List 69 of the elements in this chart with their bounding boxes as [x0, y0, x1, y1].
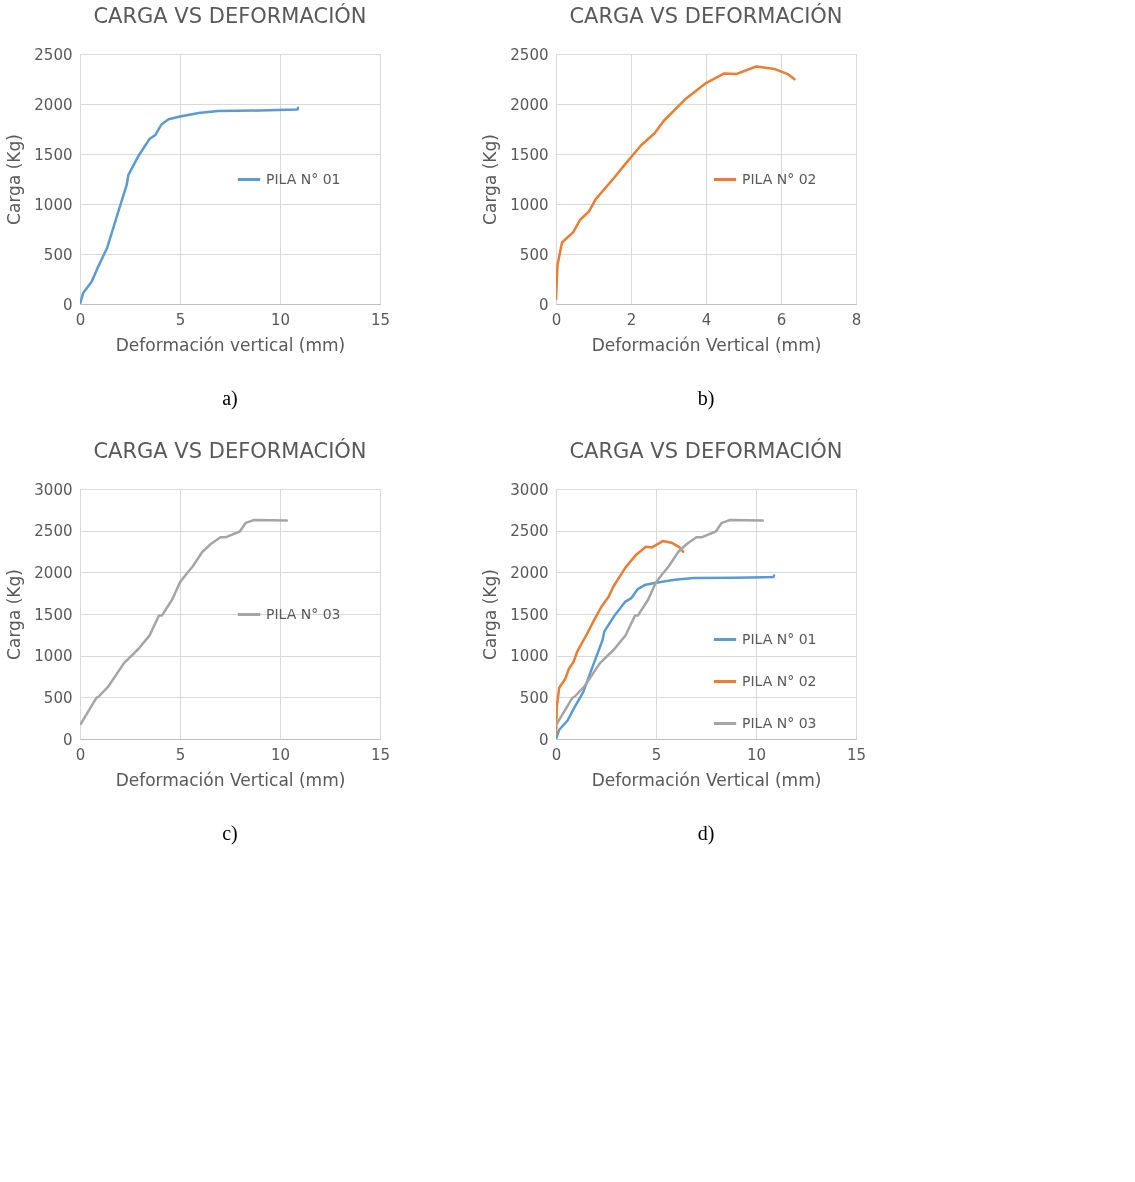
legend-label: PILA N° 01 — [266, 170, 341, 187]
x-tick-label: 4 — [701, 310, 712, 329]
y-tick-label: 1500 — [34, 605, 73, 624]
x-tick-label: 0 — [551, 745, 562, 764]
x-tick-label: 0 — [75, 310, 86, 329]
legend-label: PILA N° 03 — [742, 714, 817, 731]
x-tick-label: 15 — [846, 745, 867, 764]
y-tick-label: 500 — [43, 688, 73, 707]
legend-label: PILA N° 02 — [742, 672, 817, 689]
y-tick-label: 1000 — [510, 647, 549, 666]
x-axis-title: Deformación Vertical (mm) — [115, 769, 346, 790]
line-series — [556, 574, 776, 739]
y-tick-label: 1000 — [34, 647, 73, 666]
x-tick-label: 8 — [851, 310, 862, 329]
y-tick-label: 0 — [62, 730, 73, 749]
x-tick-label: 0 — [551, 310, 562, 329]
x-tick-label: 2 — [626, 310, 637, 329]
y-tick-label: 1000 — [34, 195, 73, 214]
y-tick-label: 2500 — [510, 45, 549, 64]
y-tick-label: 2000 — [34, 563, 73, 582]
chart-title: CARGA VS DEFORMACIÓN — [569, 438, 843, 463]
y-tick-label: 2000 — [510, 563, 549, 582]
line-series — [556, 65, 796, 301]
y-tick-label: 1500 — [34, 145, 73, 164]
y-tick-label: 1500 — [510, 605, 549, 624]
x-tick-label: 5 — [651, 745, 662, 764]
y-tick-label: 500 — [519, 245, 549, 264]
y-tick-label: 3000 — [510, 480, 549, 499]
x-tick-label: 10 — [746, 745, 767, 764]
y-tick-label: 2500 — [34, 45, 73, 64]
chart-title: CARGA VS DEFORMACIÓN — [93, 3, 367, 28]
legend-label: PILA N° 02 — [742, 170, 817, 187]
y-tick-label: 2000 — [34, 95, 73, 114]
y-tick-label: 0 — [538, 730, 549, 749]
x-tick-label: 10 — [270, 745, 291, 764]
y-tick-label: 500 — [43, 245, 73, 264]
y-tick-label: 1500 — [510, 145, 549, 164]
x-tick-label: 10 — [270, 310, 291, 329]
text: d) — [697, 822, 715, 845]
y-axis-title: Carga (Kg) — [480, 569, 501, 660]
y-axis-title: Carga (Kg) — [480, 134, 501, 225]
text: a) — [222, 387, 238, 410]
x-tick-label: 5 — [175, 310, 186, 329]
y-tick-label: 0 — [538, 295, 549, 314]
x-axis-title: Deformación vertical (mm) — [115, 334, 346, 355]
y-tick-label: 500 — [519, 688, 549, 707]
x-tick-label: 0 — [75, 745, 86, 764]
y-tick-label: 1000 — [510, 195, 549, 214]
x-tick-label: 15 — [370, 745, 391, 764]
y-tick-label: 0 — [62, 295, 73, 314]
y-axis-title: Carga (Kg) — [4, 569, 25, 660]
x-tick-label: 15 — [370, 310, 391, 329]
x-tick-label: 6 — [776, 310, 787, 329]
y-tick-label: 3000 — [34, 480, 73, 499]
y-tick-label: 2500 — [510, 522, 549, 541]
line-series — [556, 539, 685, 737]
chart-title: CARGA VS DEFORMACIÓN — [93, 438, 367, 463]
x-axis-title: Deformación Vertical (mm) — [591, 334, 822, 355]
y-tick-label: 2000 — [510, 95, 549, 114]
legend-label: PILA N° 01 — [742, 630, 817, 647]
line-series — [80, 106, 300, 304]
chart-title: CARGA VS DEFORMACIÓN — [569, 3, 843, 28]
y-axis-title: Carga (Kg) — [4, 134, 25, 225]
x-tick-label: 5 — [175, 745, 186, 764]
text: c) — [222, 822, 238, 845]
x-axis-title: Deformación Vertical (mm) — [591, 769, 822, 790]
text: b) — [697, 387, 715, 410]
legend-label: PILA N° 03 — [266, 605, 341, 622]
y-tick-label: 2500 — [34, 522, 73, 541]
